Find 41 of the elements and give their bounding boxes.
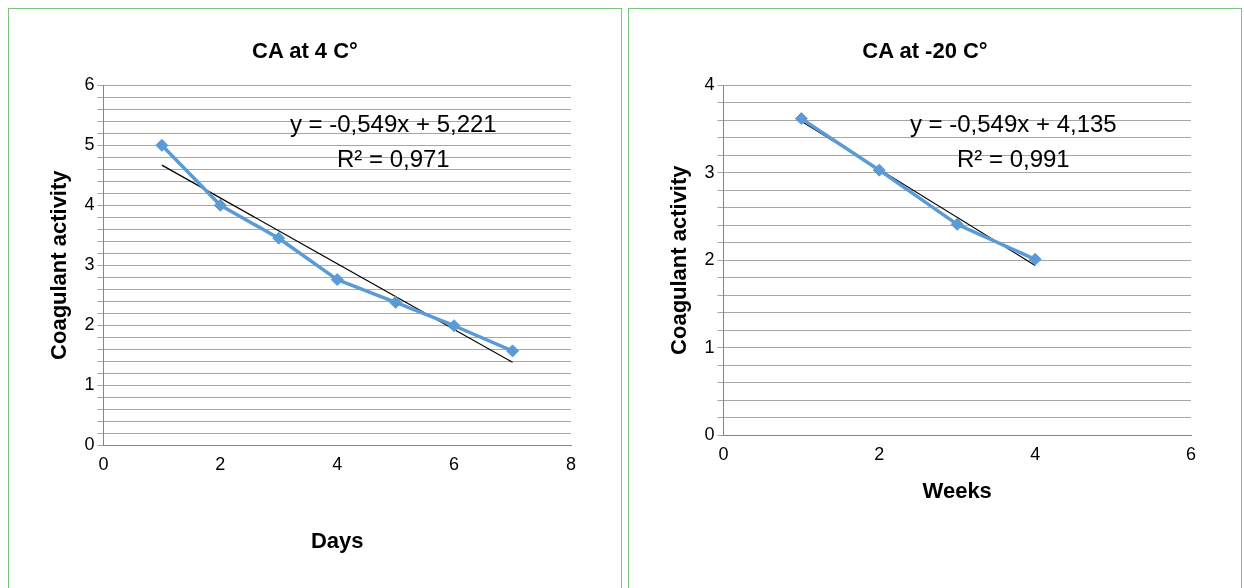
point — [872, 163, 886, 177]
y-tick-label: 2 — [704, 249, 715, 270]
x-tick-label: 4 — [1030, 443, 1041, 464]
y-tick-label: 1 — [84, 374, 95, 395]
annotation: y = -0,549x + 4,135 — [909, 110, 1117, 138]
y-tick-label: 6 — [84, 74, 95, 95]
y-axis-title: Coagulant activity — [666, 164, 692, 355]
x-tick-label: 6 — [449, 453, 460, 474]
x-tick-label: 6 — [1185, 443, 1197, 464]
x-tick-label: 4 — [332, 453, 343, 474]
y-tick-label: 4 — [704, 74, 715, 95]
point — [389, 295, 403, 309]
point — [447, 319, 461, 333]
point — [213, 198, 227, 212]
y-tick-label: 4 — [84, 194, 95, 215]
annotation: y = -0,549x + 5,221 — [289, 110, 497, 138]
point — [272, 231, 286, 245]
y-tick-label: 1 — [704, 336, 715, 357]
y-tick-label: 2 — [84, 314, 95, 335]
x-tick-label: 2 — [874, 443, 885, 464]
annotation: R² = 0,991 — [956, 145, 1070, 173]
y-tick-label: 3 — [84, 254, 95, 275]
point — [950, 217, 964, 231]
point — [1028, 252, 1042, 266]
point — [155, 138, 169, 152]
x-axis-title: Days — [310, 527, 364, 553]
y-tick-label: 0 — [704, 423, 715, 444]
y-axis-title: Coagulant activity — [46, 169, 72, 360]
point — [506, 344, 520, 358]
x-tick-label: 8 — [565, 453, 577, 474]
x-tick-label: 0 — [98, 453, 109, 474]
x-tick-label: 0 — [718, 443, 729, 464]
y-tick-label: 5 — [84, 134, 95, 155]
x-axis-title: Weeks — [922, 477, 992, 503]
point — [330, 273, 344, 287]
y-tick-label: 3 — [704, 161, 715, 182]
chart-title: CA at -20 C° — [862, 38, 988, 64]
x-tick-label: 2 — [215, 453, 226, 474]
chart-title: CA at 4 C° — [252, 38, 358, 64]
annotation: R² = 0,971 — [336, 145, 450, 173]
point — [794, 112, 808, 126]
